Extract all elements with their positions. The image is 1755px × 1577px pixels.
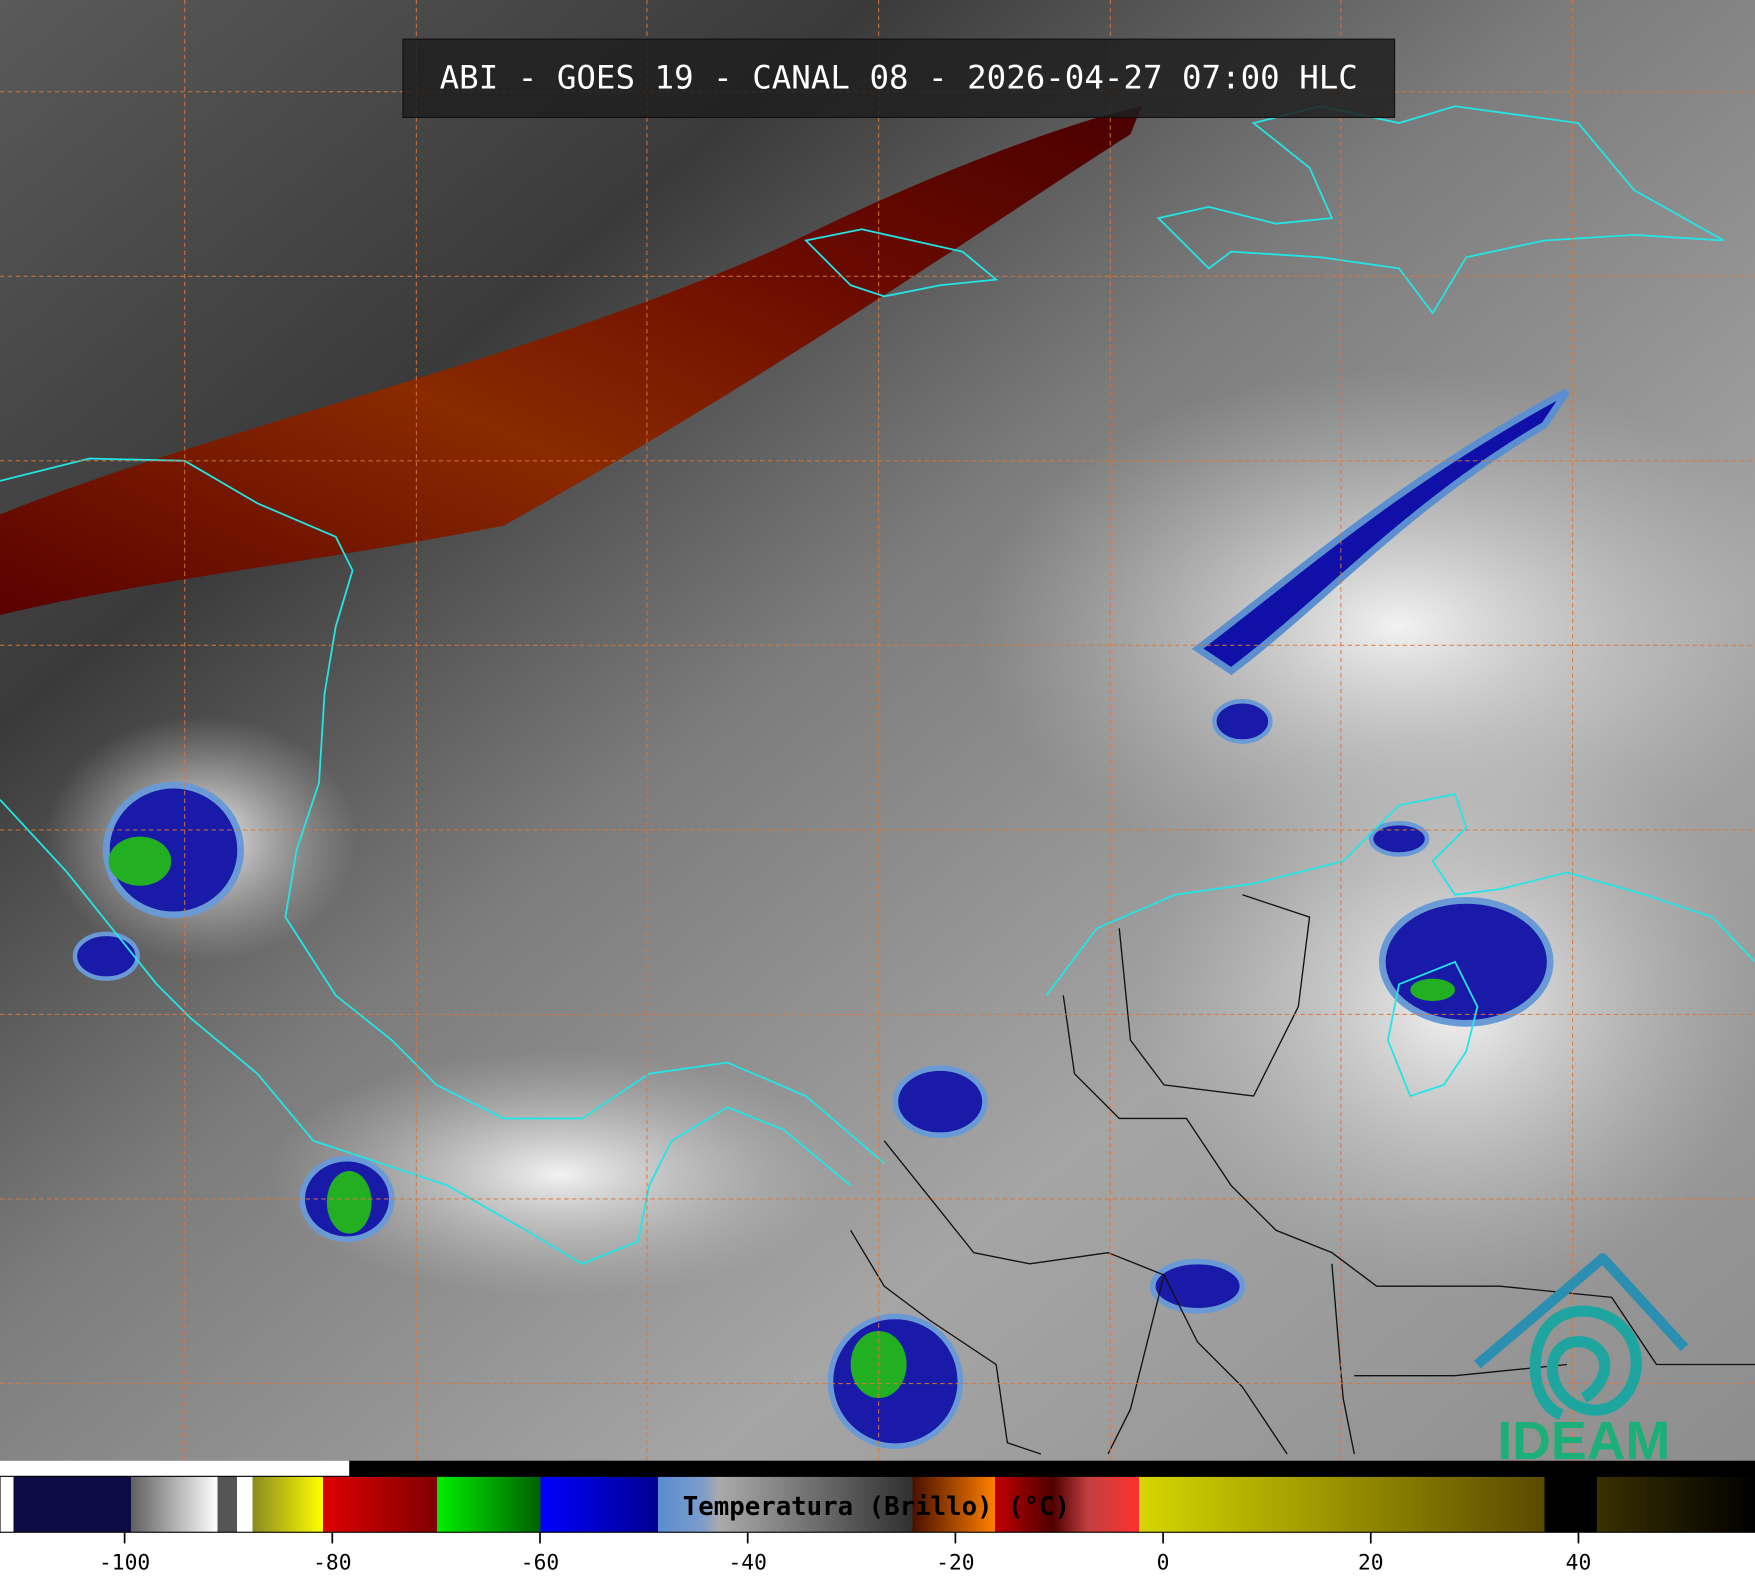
colorbar-tick-label: 20: [1358, 1551, 1384, 1576]
cold-band: [0, 106, 1142, 616]
colorbar: [0, 1475, 1755, 1533]
colorbar-top: [349, 1460, 1755, 1477]
colorbar-label: Temperatura (Brillo) (°C): [683, 1492, 1070, 1522]
cloud: [268, 1051, 851, 1298]
colorbar-tick-label: -60: [521, 1551, 559, 1576]
colorbar-tick-label: -100: [99, 1551, 150, 1576]
colorbar-tick-label: -20: [936, 1551, 974, 1576]
borders: [850, 894, 1755, 1455]
title-box: [402, 38, 1396, 118]
coastlines: [0, 105, 1755, 1265]
colorbar-ticks: -100 -80 -60 -40 -20 0 20 40: [99, 1532, 1592, 1576]
colorbar-tick-label: 40: [1566, 1551, 1592, 1576]
colorbar-tick-label: -40: [728, 1551, 766, 1576]
colorbar-tick-label: -80: [313, 1551, 351, 1576]
colorbar-tick-label: 0: [1157, 1551, 1170, 1576]
title: ABI - GOES 19 - CANAL 08 - 2026-04-27 07…: [440, 58, 1358, 96]
